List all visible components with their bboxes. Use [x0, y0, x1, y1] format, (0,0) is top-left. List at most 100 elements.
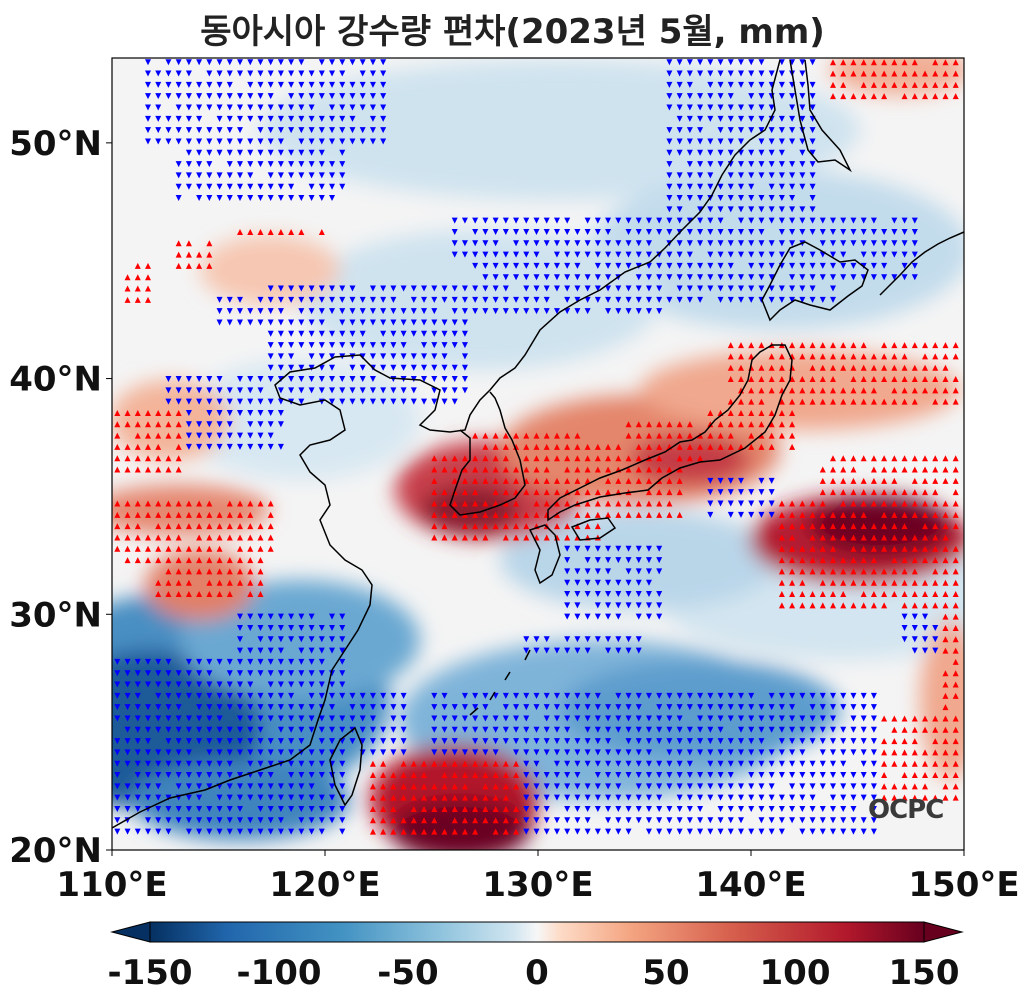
- wet-significance-marker: [952, 624, 959, 631]
- dry-significance-marker: [329, 330, 336, 337]
- wet-significance-marker: [819, 534, 826, 541]
- wet-significance-marker: [850, 489, 857, 496]
- dry-significance-marker: [339, 319, 346, 326]
- dry-significance-marker: [318, 115, 325, 122]
- dry-significance-marker: [339, 387, 346, 394]
- wet-significance-marker: [564, 500, 571, 507]
- wet-significance-marker: [124, 274, 131, 281]
- dry-significance-marker: [748, 794, 755, 801]
- kurils: [879, 231, 964, 296]
- dry-significance-marker: [390, 387, 397, 394]
- dry-significance-marker: [768, 138, 775, 145]
- dry-significance-marker: [451, 749, 458, 756]
- wet-significance-marker: [737, 342, 744, 349]
- dry-significance-marker: [288, 342, 295, 349]
- dry-significance-marker: [431, 749, 438, 756]
- dry-significance-marker: [318, 161, 325, 168]
- dry-significance-marker: [277, 149, 284, 156]
- wet-significance-marker: [513, 817, 520, 824]
- dry-significance-marker: [298, 93, 305, 100]
- dry-significance-marker: [277, 138, 284, 145]
- dry-significance-marker: [564, 613, 571, 620]
- dry-significance-marker: [267, 183, 274, 190]
- dry-significance-marker: [594, 738, 601, 745]
- wet-significance-marker: [748, 409, 755, 416]
- dry-significance-marker: [472, 715, 479, 722]
- wet-significance-marker: [891, 364, 898, 371]
- dry-significance-marker: [564, 579, 571, 586]
- dry-significance-marker: [134, 749, 141, 756]
- dry-significance-marker: [472, 308, 479, 315]
- wet-significance-marker: [952, 477, 959, 484]
- dry-significance-marker: [717, 161, 724, 168]
- dry-significance-marker: [185, 715, 192, 722]
- dry-significance-marker: [543, 726, 550, 733]
- dry-significance-marker: [686, 749, 693, 756]
- dry-significance-marker: [257, 195, 264, 202]
- dry-significance-marker: [380, 738, 387, 745]
- wet-significance-marker: [605, 443, 612, 450]
- wet-significance-marker: [543, 489, 550, 496]
- dry-significance-marker: [686, 240, 693, 247]
- dry-significance-marker: [686, 228, 693, 235]
- dry-significance-marker: [196, 817, 203, 824]
- wet-significance-marker: [840, 557, 847, 564]
- dry-significance-marker: [308, 149, 315, 156]
- dry-significance-marker: [564, 262, 571, 269]
- dry-significance-marker: [830, 738, 837, 745]
- dry-significance-marker: [850, 228, 857, 235]
- dry-significance-marker: [727, 715, 734, 722]
- dry-significance-marker: [605, 783, 612, 790]
- wet-significance-marker: [472, 805, 479, 812]
- wet-significance-marker: [676, 511, 683, 518]
- dry-significance-marker: [461, 715, 468, 722]
- dry-significance-marker: [247, 658, 254, 665]
- wet-significance-marker: [809, 511, 816, 518]
- dry-significance-marker: [185, 93, 192, 100]
- dry-significance-marker: [615, 794, 622, 801]
- dry-significance-marker: [185, 681, 192, 688]
- dry-significance-marker: [502, 296, 509, 303]
- dry-significance-marker: [339, 127, 346, 134]
- dry-significance-marker: [615, 240, 622, 247]
- dry-significance-marker: [819, 274, 826, 281]
- dry-significance-marker: [533, 240, 540, 247]
- dry-significance-marker: [318, 624, 325, 631]
- dry-significance-marker: [584, 783, 591, 790]
- dry-significance-marker: [686, 217, 693, 224]
- wet-significance-marker: [482, 534, 489, 541]
- dry-significance-marker: [574, 613, 581, 620]
- x-tick-label: 110°E: [56, 865, 167, 905]
- dry-significance-marker: [615, 828, 622, 835]
- wet-significance-marker: [461, 772, 468, 779]
- dry-significance-marker: [451, 240, 458, 247]
- wet-significance-marker: [635, 511, 642, 518]
- wet-significance-marker: [911, 591, 918, 598]
- dry-significance-marker: [226, 115, 233, 122]
- dry-significance-marker: [114, 805, 121, 812]
- dry-significance-marker: [124, 783, 131, 790]
- dry-significance-marker: [584, 296, 591, 303]
- dry-significance-marker: [247, 172, 254, 179]
- dry-significance-marker: [881, 251, 888, 258]
- dry-significance-marker: [881, 274, 888, 281]
- dry-significance-marker: [359, 398, 366, 405]
- wet-significance-marker: [840, 364, 847, 371]
- dry-significance-marker: [707, 715, 714, 722]
- dry-significance-marker: [237, 692, 244, 699]
- wet-significance-marker: [247, 534, 254, 541]
- wet-significance-marker: [942, 794, 949, 801]
- wet-significance-marker: [881, 81, 888, 88]
- wet-significance-marker: [206, 568, 213, 575]
- wet-significance-marker: [850, 511, 857, 518]
- wet-significance-marker: [809, 568, 816, 575]
- dry-significance-marker: [277, 715, 284, 722]
- wet-significance-marker: [860, 455, 867, 462]
- dry-significance-marker: [165, 828, 172, 835]
- dry-significance-marker: [523, 738, 530, 745]
- dry-significance-marker: [226, 319, 233, 326]
- dry-significance-marker: [789, 726, 796, 733]
- dry-significance-marker: [185, 432, 192, 439]
- wet-significance-marker: [952, 500, 959, 507]
- dry-significance-marker: [584, 828, 591, 835]
